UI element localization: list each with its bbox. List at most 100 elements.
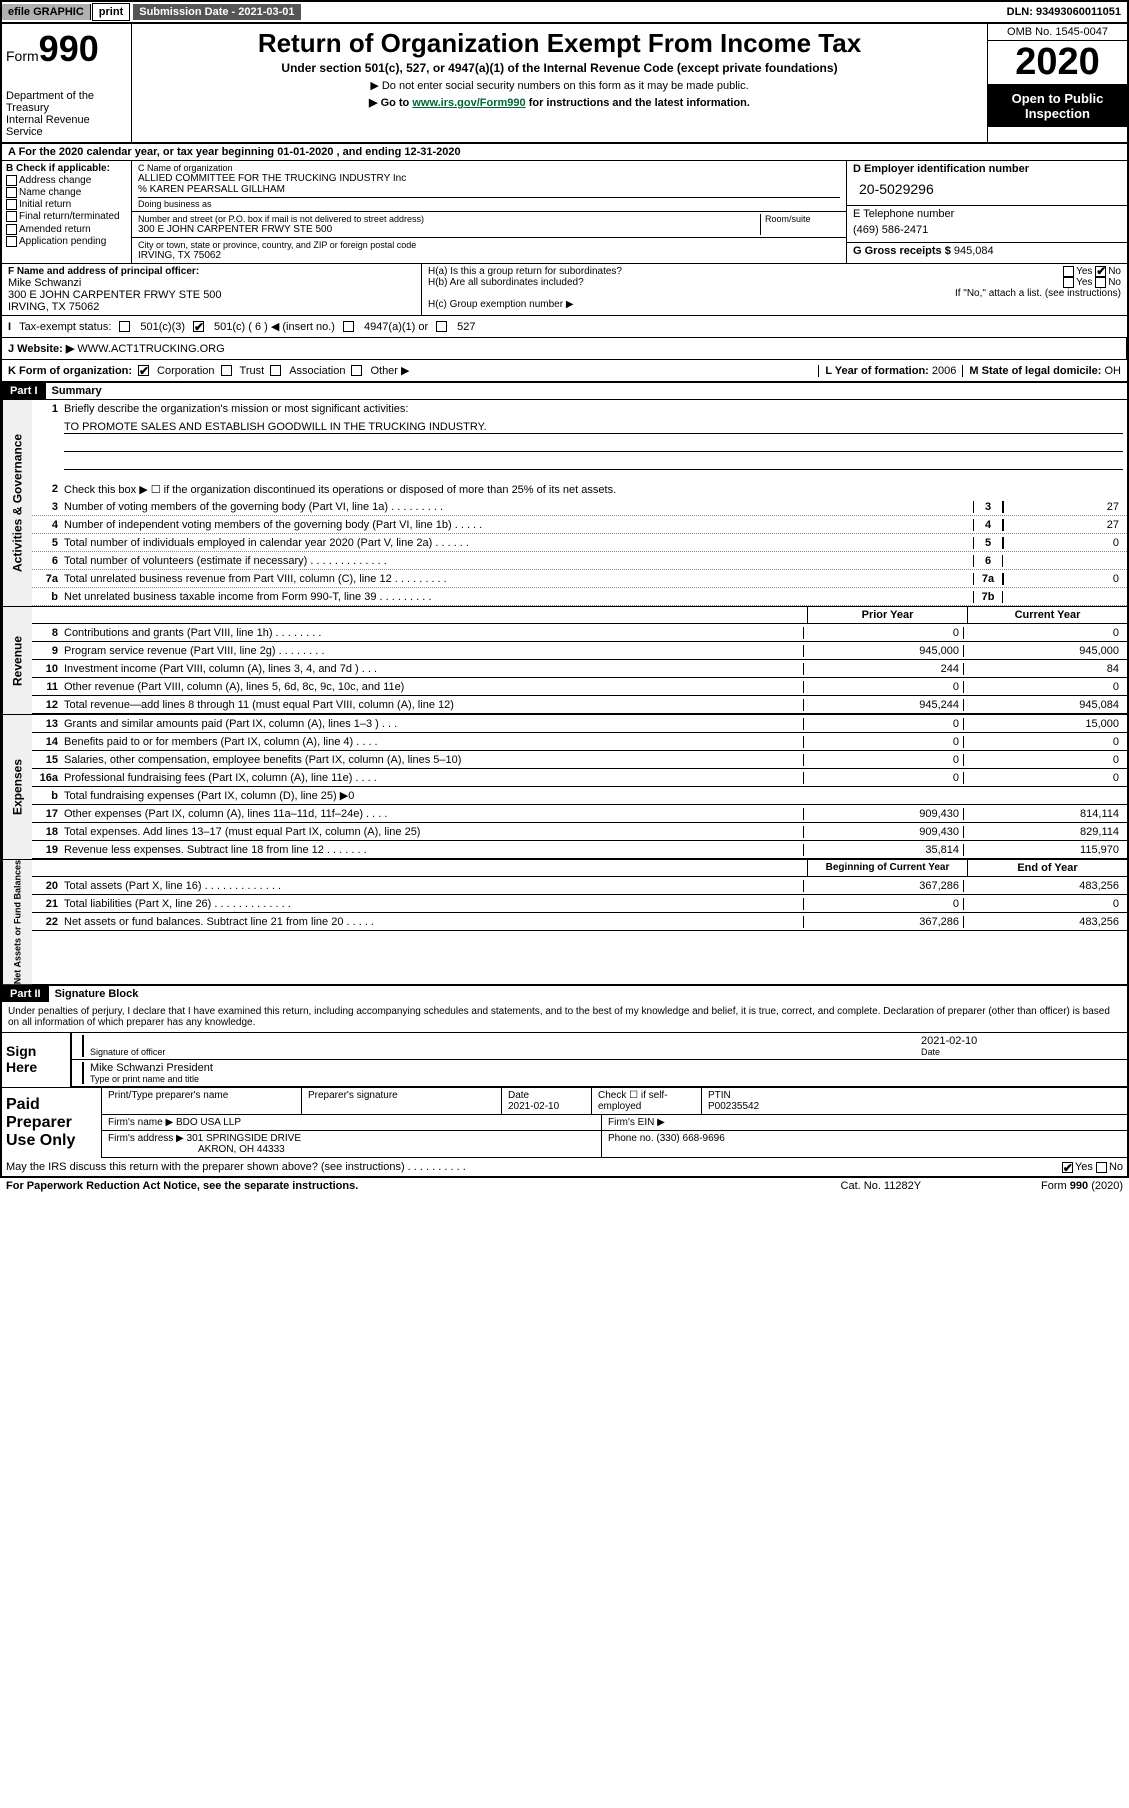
part1-hdr: Part I	[2, 383, 46, 399]
firm-addr1: 301 SPRINGSIDE DRIVE	[187, 1133, 301, 1144]
dba-label: Doing business as	[138, 197, 840, 209]
form-note-2: ▶ Go to www.irs.gov/Form990 for instruct…	[136, 96, 983, 109]
cb-initial-return[interactable]	[6, 199, 17, 210]
side-activities-gov: Activities & Governance	[2, 400, 32, 606]
top-bar: efile GRAPHIC print Submission Date - 20…	[0, 0, 1129, 24]
state-domicile: OH	[1105, 365, 1122, 377]
line-17: 17Other expenses (Part IX, column (A), l…	[32, 805, 1127, 823]
room-label: Room/suite	[765, 214, 840, 224]
date-label: Date	[921, 1047, 1121, 1057]
cb-501c[interactable]	[193, 321, 204, 332]
officer-addr1: 300 E JOHN CARPENTER FRWY STE 500	[8, 289, 415, 301]
row-m-label: M State of legal domicile:	[969, 365, 1101, 377]
line-22: 22Net assets or fund balances. Subtract …	[32, 913, 1127, 931]
row-l-label: L Year of formation:	[825, 365, 929, 377]
cb-other[interactable]	[351, 365, 362, 376]
cat-no: Cat. No. 11282Y	[841, 1180, 922, 1192]
line-13: 13Grants and similar amounts paid (Part …	[32, 715, 1127, 733]
part1-title: Summary	[46, 383, 108, 399]
officer-name-title: Mike Schwanzi President	[90, 1062, 1121, 1074]
declaration: Under penalties of perjury, I declare th…	[2, 1002, 1127, 1032]
cb-assoc[interactable]	[270, 365, 281, 376]
open-public: Open to Public Inspection	[988, 85, 1127, 127]
box-b: B Check if applicable: Address change Na…	[2, 161, 132, 263]
omb-number: OMB No. 1545-0047	[988, 24, 1127, 41]
ha-label: H(a) Is this a group return for subordin…	[428, 266, 1063, 277]
sig-date: 2021-02-10	[921, 1035, 1121, 1047]
prep-date: 2021-02-10	[508, 1101, 585, 1112]
col-prior: Prior Year	[807, 607, 967, 623]
cb-app-pending[interactable]	[6, 236, 17, 247]
cb-corp[interactable]	[138, 365, 149, 376]
irs-link[interactable]: www.irs.gov/Form990	[412, 97, 525, 109]
row-a: A For the 2020 calendar year, or tax yea…	[2, 144, 1127, 161]
line-12: 12Total revenue—add lines 8 through 11 (…	[32, 696, 1127, 714]
mission: TO PROMOTE SALES AND ESTABLISH GOODWILL …	[64, 421, 1123, 434]
cb-address-change[interactable]	[6, 175, 17, 186]
line-21: 21Total liabilities (Part X, line 26) . …	[32, 895, 1127, 913]
box-h: H(a) Is this a group return for subordin…	[422, 264, 1127, 315]
cb-name-change[interactable]	[6, 187, 17, 198]
care-of: % KAREN PEARSALL GILLHAM	[138, 184, 840, 195]
pra-notice: For Paperwork Reduction Act Notice, see …	[6, 1180, 841, 1192]
form-ref: Form 990 (2020)	[1041, 1180, 1123, 1192]
cb-discuss-yes[interactable]	[1062, 1162, 1073, 1173]
box-b-title: B Check if applicable:	[6, 163, 127, 174]
submission-date: Submission Date - 2021-03-01	[133, 4, 300, 20]
year-formation: 2006	[932, 365, 956, 377]
firm-name: BDO USA LLP	[176, 1117, 241, 1128]
paid-preparer: Paid Preparer Use Only	[2, 1088, 102, 1158]
officer-label: F Name and address of principal officer:	[8, 266, 415, 277]
line-14: 14Benefits paid to or for members (Part …	[32, 733, 1127, 751]
line-10: 10Investment income (Part VIII, column (…	[32, 660, 1127, 678]
line-8: 8Contributions and grants (Part VIII, li…	[32, 624, 1127, 642]
dln: DLN: 93493060011051	[1001, 4, 1127, 20]
cb-hb-no[interactable]	[1095, 277, 1106, 288]
line-18: 18Total expenses. Add lines 13–17 (must …	[32, 823, 1127, 841]
cb-ha-yes[interactable]	[1063, 266, 1074, 277]
self-emp: Check ☐ if self-employed	[592, 1088, 702, 1114]
website: WWW.ACT1TRUCKING.ORG	[77, 343, 224, 355]
h-note: If "No," attach a list. (see instruction…	[428, 288, 1121, 299]
dept-label: Department of the Treasury Internal Reve…	[6, 90, 127, 138]
col-end: End of Year	[967, 860, 1127, 876]
line-19: 19Revenue less expenses. Subtract line 1…	[32, 841, 1127, 859]
discuss-label: May the IRS discuss this return with the…	[6, 1161, 963, 1173]
col-current: Current Year	[967, 607, 1127, 623]
type-label: Type or print name and title	[90, 1074, 1121, 1084]
firm-addr2: AKRON, OH 44333	[108, 1144, 285, 1155]
cb-amended[interactable]	[6, 224, 17, 235]
side-net-assets: Net Assets or Fund Balances	[2, 860, 32, 984]
cb-ha-no[interactable]	[1095, 266, 1106, 277]
line-b: bTotal fundraising expenses (Part IX, co…	[32, 787, 1127, 805]
box-f: F Name and address of principal officer:…	[2, 264, 422, 315]
cb-discuss-no[interactable]	[1096, 1162, 1107, 1173]
line-7a: 7aTotal unrelated business revenue from …	[32, 570, 1127, 588]
phone: (469) 586-2471	[853, 220, 1121, 240]
form-title: Return of Organization Exempt From Incom…	[136, 28, 983, 59]
row-i-label: I	[8, 321, 11, 333]
cb-hb-yes[interactable]	[1063, 277, 1074, 288]
row-j-label: J Website: ▶	[8, 343, 74, 355]
print-button[interactable]: print	[92, 3, 130, 21]
cb-4947[interactable]	[343, 321, 354, 332]
cb-trust[interactable]	[221, 365, 232, 376]
cb-527[interactable]	[436, 321, 447, 332]
box-c: C Name of organization ALLIED COMMITTEE …	[132, 161, 847, 263]
line-3: 3Number of voting members of the governi…	[32, 498, 1127, 516]
cb-501c3[interactable]	[119, 321, 130, 332]
form-header: Form990 Department of the Treasury Inter…	[0, 24, 1129, 144]
form-label: Form	[6, 48, 39, 64]
line-15: 15Salaries, other compensation, employee…	[32, 751, 1127, 769]
city-state-zip: IRVING, TX 75062	[138, 250, 840, 261]
hb-label: H(b) Are all subordinates included?	[428, 277, 1063, 288]
cb-final-return[interactable]	[6, 211, 17, 222]
line-20: 20Total assets (Part X, line 16) . . . .…	[32, 877, 1127, 895]
col-begin: Beginning of Current Year	[807, 860, 967, 876]
tax-year: 2020	[988, 41, 1127, 85]
prep-sig-label: Preparer's signature	[302, 1088, 502, 1114]
efile-label: efile GRAPHIC	[2, 4, 91, 20]
city-label: City or town, state or province, country…	[138, 240, 840, 250]
street-address: 300 E JOHN CARPENTER FRWY STE 500	[138, 224, 760, 235]
line1-label: Briefly describe the organization's miss…	[64, 403, 1123, 415]
